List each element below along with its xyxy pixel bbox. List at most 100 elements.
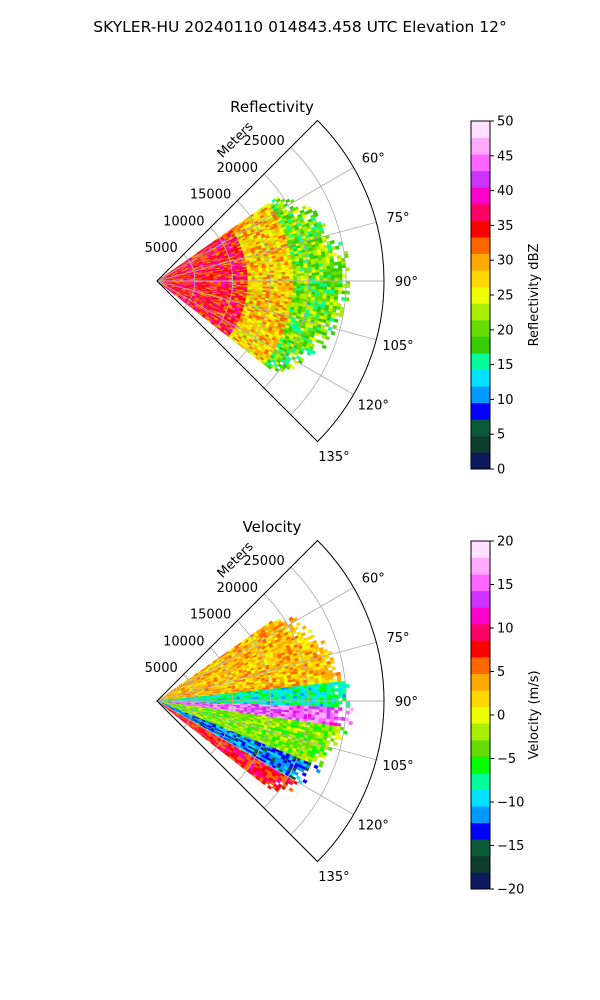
radar-cell bbox=[292, 273, 298, 277]
radar-cell bbox=[285, 283, 290, 286]
colorbar-swatch bbox=[471, 187, 490, 205]
radar-cell bbox=[289, 276, 294, 279]
radar-cell bbox=[311, 266, 316, 271]
radar-cell bbox=[330, 268, 335, 273]
radar-cell bbox=[321, 222, 327, 228]
colorbar-tick-label: 30 bbox=[497, 254, 514, 269]
radar-cell bbox=[311, 269, 316, 274]
radar-cell bbox=[330, 239, 335, 245]
radar-cell bbox=[228, 698, 233, 700]
radar-cell bbox=[281, 283, 286, 286]
radar-cell bbox=[326, 274, 332, 279]
radar-cell bbox=[322, 268, 328, 273]
colorbar-swatch bbox=[471, 137, 490, 155]
radar-cell bbox=[337, 267, 343, 272]
radar-cell bbox=[273, 284, 279, 288]
colorbar-tick-label: 45 bbox=[497, 149, 514, 164]
radar-cell bbox=[337, 261, 342, 266]
radar-cell bbox=[308, 283, 313, 287]
radar-cell bbox=[326, 283, 332, 288]
radar-cell bbox=[277, 285, 282, 288]
radar-cell bbox=[330, 280, 335, 285]
radar-cell bbox=[336, 306, 341, 311]
radar-cell bbox=[285, 285, 290, 289]
radar-cell bbox=[243, 277, 248, 280]
radar-cell bbox=[333, 296, 339, 301]
radar-cell bbox=[300, 288, 305, 292]
panel-title: Velocity bbox=[243, 518, 302, 536]
radar-cell bbox=[281, 269, 286, 273]
radar-cell bbox=[251, 282, 256, 285]
radar-cell bbox=[296, 275, 301, 279]
radar-cell bbox=[322, 295, 327, 299]
radar-cell bbox=[329, 296, 335, 300]
radar-cell bbox=[266, 274, 271, 278]
radar-cell bbox=[315, 272, 320, 276]
radar-cell bbox=[270, 272, 275, 276]
colorbar-swatch bbox=[471, 121, 490, 138]
colorbar-swatch bbox=[471, 220, 490, 238]
radar-cell bbox=[322, 263, 327, 267]
colorbar-swatch bbox=[471, 154, 490, 172]
radar-cell bbox=[296, 270, 301, 274]
radar-cell bbox=[329, 259, 335, 263]
radar-cell bbox=[299, 265, 305, 269]
radar-cell bbox=[292, 271, 297, 275]
radar-cell bbox=[292, 287, 297, 291]
azimuth-tick-label: 105° bbox=[382, 339, 413, 354]
radar-cell bbox=[315, 275, 320, 279]
radar-cell bbox=[322, 265, 327, 270]
radar-cell bbox=[281, 276, 286, 279]
radar-cell bbox=[307, 286, 313, 290]
radar-cell bbox=[334, 277, 339, 282]
radar-cell bbox=[326, 265, 331, 270]
radar-cell bbox=[334, 290, 339, 294]
radar-cell bbox=[304, 285, 309, 290]
radar-cell bbox=[334, 283, 339, 288]
radar-cell bbox=[326, 286, 332, 291]
radar-cell bbox=[273, 274, 279, 278]
radar-cell bbox=[318, 266, 324, 270]
radar-cell bbox=[326, 268, 331, 273]
radar-cell bbox=[292, 268, 297, 272]
azimuth-tick-label: 75° bbox=[386, 211, 409, 226]
radar-cell bbox=[333, 261, 339, 266]
radar-cell bbox=[322, 292, 327, 297]
colorbar-swatch bbox=[471, 353, 490, 370]
colorbar-swatch bbox=[471, 369, 490, 387]
radar-cell bbox=[325, 259, 331, 264]
radar-cell bbox=[300, 270, 305, 274]
radar-cell bbox=[319, 283, 324, 287]
radar-cell bbox=[285, 287, 290, 291]
radar-cell bbox=[277, 274, 282, 277]
radar-cell bbox=[284, 269, 290, 273]
colorbar-swatch bbox=[471, 286, 490, 304]
radar-cell bbox=[315, 266, 320, 271]
radar-cell bbox=[281, 285, 286, 288]
colorbar-swatch bbox=[471, 402, 490, 420]
azimuth-tick-label: 120° bbox=[358, 399, 389, 414]
radar-cell bbox=[277, 276, 282, 280]
radar-cell bbox=[289, 283, 294, 286]
radar-cell bbox=[232, 698, 237, 700]
radar-cell bbox=[296, 285, 301, 289]
radar-cell bbox=[322, 289, 328, 294]
radar-cell bbox=[285, 276, 290, 279]
radar-cell bbox=[333, 318, 339, 323]
radar-cell bbox=[330, 265, 335, 270]
radar-cell bbox=[330, 283, 335, 288]
radar-cell bbox=[311, 286, 316, 290]
colorbar-label: Reflectivity dBZ bbox=[527, 244, 542, 347]
radar-cell bbox=[315, 269, 320, 273]
radar-cell bbox=[262, 282, 267, 285]
radar-cell bbox=[311, 264, 316, 268]
colorbar-tick-label: 50 bbox=[497, 115, 514, 130]
radar-cell bbox=[274, 276, 279, 280]
azimuth-tick-label: 90° bbox=[395, 275, 418, 290]
radar-cell bbox=[251, 277, 256, 280]
radar-cell bbox=[329, 262, 335, 266]
radar-cell bbox=[304, 272, 309, 277]
